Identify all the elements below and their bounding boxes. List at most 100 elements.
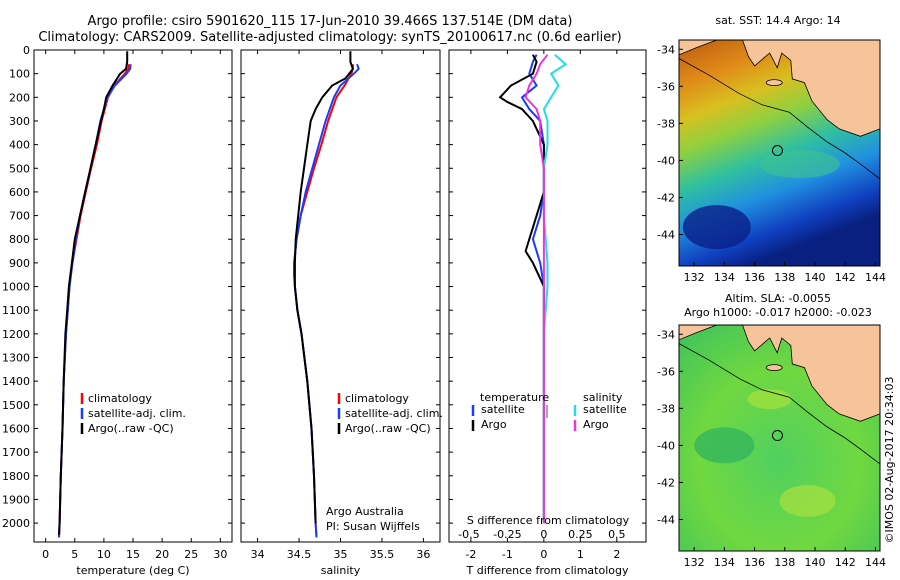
- x-tick-label: 140: [805, 271, 826, 284]
- x-axis-label: salinity: [321, 564, 361, 577]
- y-tick-label: 100: [9, 68, 30, 81]
- sla-patch: [779, 484, 836, 517]
- y-tick-label: -42: [657, 191, 675, 204]
- y-tick-label: -34: [657, 43, 675, 56]
- x-tick-label: 1: [577, 548, 584, 561]
- credit-line1: Argo Australia: [326, 505, 404, 518]
- x-tick-label: 15: [126, 548, 140, 561]
- x-tick-label: 132: [684, 556, 705, 569]
- y-tick-label: 1900: [2, 493, 30, 506]
- y-tick-label: -36: [657, 365, 675, 378]
- x2-tick-label: 0.25: [568, 528, 593, 541]
- x-tick-label: 136: [744, 556, 765, 569]
- y-tick-label: 300: [9, 115, 30, 128]
- y-tick-label: -44: [657, 229, 675, 242]
- legend-label: Argo(..raw -QC): [88, 422, 174, 435]
- cold-patch: [682, 205, 751, 250]
- chart-title-line2: Climatology: CARS2009. Satellite-adjuste…: [38, 30, 622, 45]
- x-tick-label: 144: [865, 556, 886, 569]
- chart-title-line1: Argo profile: csiro 5901620_115 17-Jun-2…: [87, 14, 573, 29]
- y-tick-label: 2000: [2, 517, 30, 530]
- y-tick-label: 900: [9, 257, 30, 270]
- argo-position-marker: [771, 430, 783, 442]
- y-tick-label: 1700: [2, 446, 30, 459]
- x-tick-label: 134: [714, 271, 735, 284]
- map-frame: [678, 324, 881, 552]
- legend-temperature-heading: temperature: [480, 391, 549, 404]
- y-tick-label: 200: [9, 91, 30, 104]
- land-mass: [741, 324, 881, 422]
- x-tick-label: 142: [835, 556, 856, 569]
- y-tick-label: 1000: [2, 281, 30, 294]
- x-tick-label: 0: [540, 548, 547, 561]
- y-tick-label: 400: [9, 139, 30, 152]
- plot-frame: [240, 49, 441, 543]
- x-tick-label: 2: [613, 548, 620, 561]
- y-tick-label: -38: [657, 402, 675, 415]
- x-tick-label: 35: [334, 548, 348, 561]
- argo-position-marker: [771, 145, 783, 157]
- y-tick-label: 0: [23, 44, 30, 57]
- x-tick-label: 132: [684, 271, 705, 284]
- x-tick-label: 20: [155, 548, 169, 561]
- salinity-panel: 34 34.5 35 35.5 36 salinity climatology satelli…: [240, 49, 443, 577]
- sla-patch: [694, 427, 755, 464]
- x-tick-label: -1: [502, 548, 513, 561]
- x2-tick-label: 0.5: [608, 528, 626, 541]
- x-tick-label: 0: [42, 548, 49, 561]
- y-tick-label: -40: [657, 439, 675, 452]
- x-tick-label: 35.5: [370, 548, 395, 561]
- x-tick-label: 30: [213, 548, 227, 561]
- legend-label: climatology: [88, 392, 152, 405]
- land-mass: [741, 39, 881, 137]
- x-tick-label: 136: [744, 271, 765, 284]
- y-tick-label: -38: [657, 117, 675, 130]
- y-tick-label: -34: [657, 328, 675, 341]
- x-tick-label: 34: [251, 548, 265, 561]
- x2-tick-label: -0.5: [458, 528, 479, 541]
- y-tick-label: 1500: [2, 399, 30, 412]
- series-line-salinity-argo: [524, 54, 549, 524]
- y-tick-label: 1300: [2, 352, 30, 365]
- x-tick-label: 142: [835, 271, 856, 284]
- legend-label: satellite-adj. clim.: [88, 407, 186, 420]
- sst-map-title: sat. SST: 14.4 Argo: 14: [715, 14, 840, 27]
- y-tick-label: -36: [657, 80, 675, 93]
- watermark: ©IMOS 02-Aug-2017 20:34:03: [883, 377, 896, 544]
- sst-map: 132 134 136 138 140 142 144 -34 -36 -38 -40 -42 -44 s…: [657, 14, 886, 284]
- sla-patch: [747, 389, 792, 410]
- x-tick-label: 10: [97, 548, 111, 561]
- y-tick-label: 600: [9, 186, 30, 199]
- y-tick-label: 1200: [2, 328, 30, 341]
- series-line-argo-raw-qc-: [293, 51, 355, 524]
- sla-map: 132 134 136 138 140 142 144 -34 -36 -38 -40 -42 -44 A…: [657, 292, 886, 569]
- plot-frame: [33, 49, 233, 543]
- y-tick-label: 700: [9, 210, 30, 223]
- x-tick-label: 5: [71, 548, 78, 561]
- x-tick-label: 36: [416, 548, 430, 561]
- x-tick-label: 138: [774, 556, 795, 569]
- legend-label: climatology: [345, 392, 409, 405]
- y-tick-label: -42: [657, 476, 675, 489]
- y-tick-label: 1400: [2, 375, 30, 388]
- legend-label: Argo(..raw -QC): [345, 422, 431, 435]
- mid-patch: [759, 150, 840, 179]
- y-tick-label: 1800: [2, 470, 30, 483]
- sla-map-title-line1: Altim. SLA: -0.0055: [725, 292, 831, 305]
- depth-contour: [678, 58, 881, 180]
- y-tick-label: 1100: [2, 304, 30, 317]
- island: [765, 79, 783, 87]
- x-tick-label: 138: [774, 271, 795, 284]
- legend-label: Argo: [481, 418, 507, 431]
- y-tick-label: 1600: [2, 422, 30, 435]
- x-axis-label: temperature (deg C): [76, 564, 189, 577]
- series-line-salinity-satellite: [542, 53, 568, 524]
- legend-label: satellite: [481, 403, 525, 416]
- legend-label: satellite-adj. clim.: [345, 407, 443, 420]
- x-tick-label: 34.5: [287, 548, 312, 561]
- y-tick-label: -44: [657, 514, 675, 527]
- legend-label: satellite: [583, 403, 627, 416]
- credit-line2: PI: Susan Wijffels: [326, 520, 420, 533]
- x-tick-label: 144: [865, 271, 886, 284]
